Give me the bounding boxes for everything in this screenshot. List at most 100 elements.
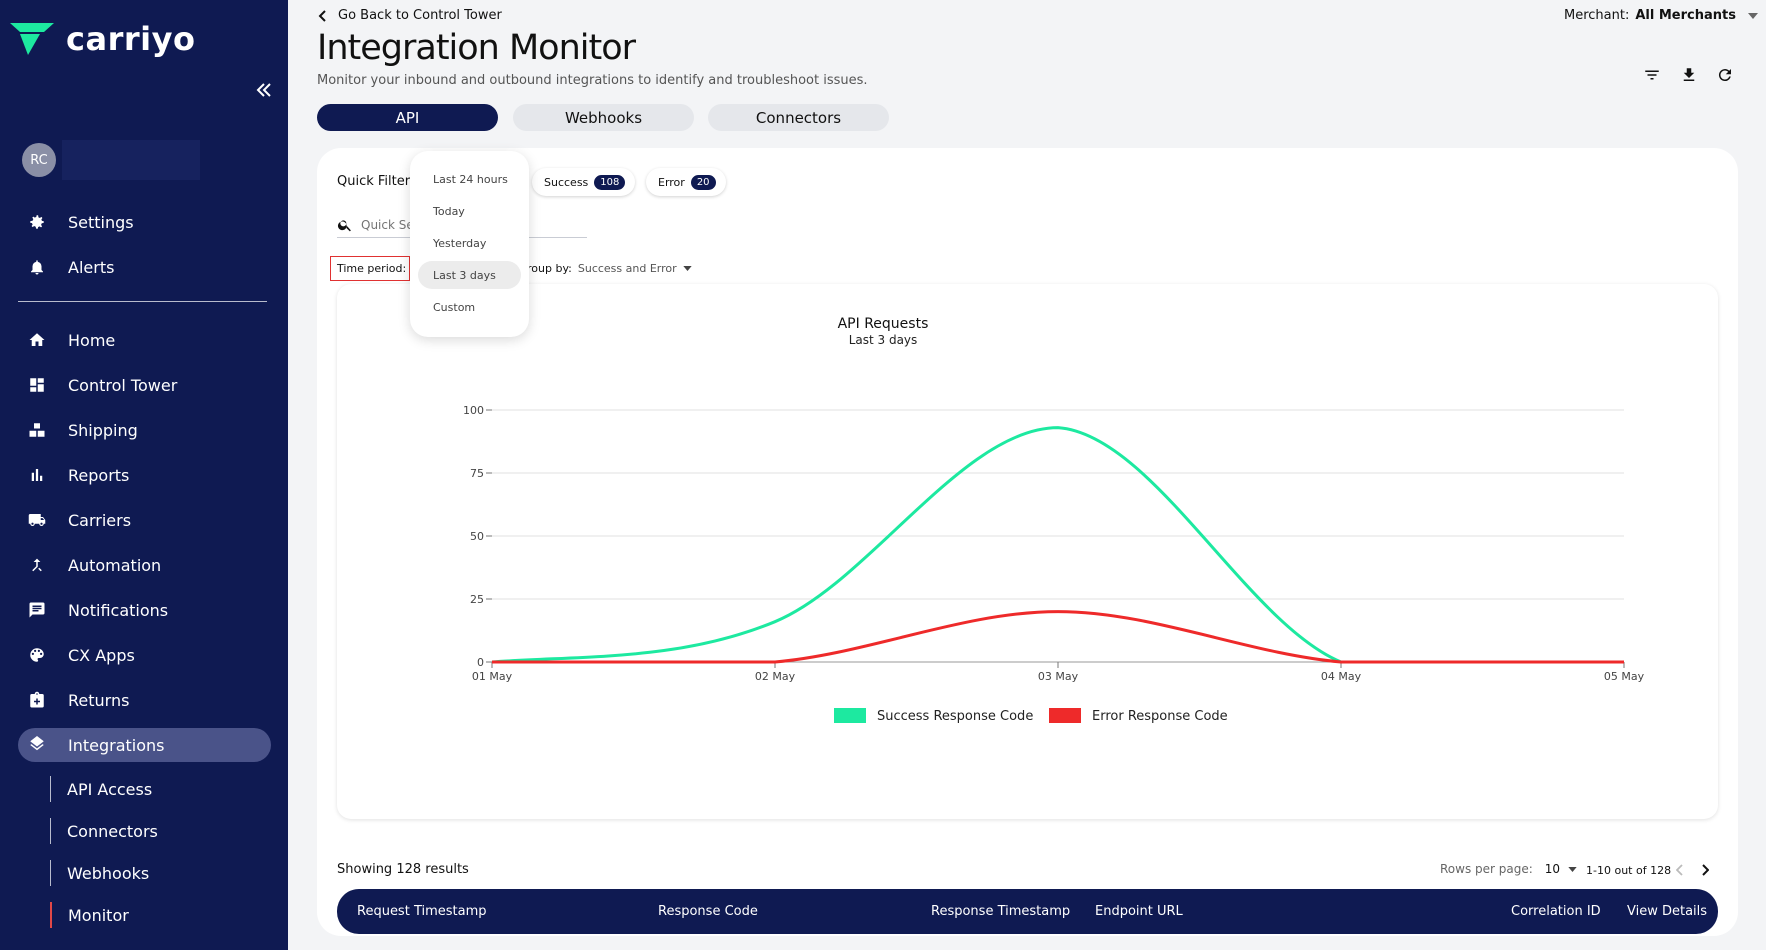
sidebar-subitem-label: Webhooks: [67, 863, 150, 883]
layers-icon: [26, 734, 48, 756]
sidebar-item-home[interactable]: Home: [18, 323, 271, 357]
chevron-left-icon: [1676, 864, 1683, 876]
dropdown-option-custom[interactable]: Custom: [418, 293, 521, 321]
user-name-redacted: [62, 140, 200, 180]
dropdown-option-yesterday[interactable]: Yesterday: [418, 229, 521, 257]
download-button[interactable]: [1678, 64, 1700, 86]
merchant-selector[interactable]: Merchant: All Merchants: [1564, 8, 1758, 23]
filter-button[interactable]: [1641, 64, 1663, 86]
brand-name: carriyo: [66, 20, 196, 58]
caret-down-icon: [1747, 12, 1758, 19]
error-count-badge: 20: [690, 174, 716, 190]
tab-api[interactable]: API: [317, 104, 498, 131]
sidebar-item-cx-apps[interactable]: CX Apps: [18, 638, 271, 672]
sidebar-item-reports[interactable]: Reports: [18, 458, 271, 492]
sidebar-subitem-label: API Access: [67, 779, 153, 799]
x-tick-label: 05 May: [1604, 670, 1645, 683]
y-tick-label: 25: [470, 593, 484, 606]
sidebar-item-label: Returns: [68, 690, 130, 710]
chart-container: [337, 284, 1718, 819]
time-period-label: Time period:: [337, 262, 407, 275]
gear-icon: [26, 211, 48, 233]
column-header-correlation-id[interactable]: Correlation ID: [1511, 904, 1601, 919]
sidebar-item-label: Automation: [68, 555, 162, 575]
dropdown-option-label: Custom: [433, 300, 476, 314]
series-line-error: [492, 610, 1624, 664]
sidebar-item-integrations[interactable]: Integrations: [18, 728, 271, 762]
rows-per-page-select[interactable]: 10: [1545, 862, 1577, 876]
success-filter-chip[interactable]: Success 108: [532, 168, 636, 196]
sidebar-item-automation[interactable]: Automation: [18, 548, 271, 582]
legend-label: Error Response Code: [1092, 709, 1228, 724]
y-tick-label: 100: [463, 404, 484, 417]
dropdown-option-last-3-days[interactable]: Last 3 days: [418, 261, 521, 289]
sidebar-item-label: Alerts: [68, 257, 115, 277]
search-icon: [337, 219, 351, 231]
avatar: RC: [22, 143, 56, 177]
sidebar-subitem-webhooks[interactable]: Webhooks: [50, 860, 149, 886]
caret-down-icon: [682, 266, 692, 271]
dropdown-option-last-24-hours[interactable]: Last 24 hours: [418, 165, 521, 193]
bell-icon: [26, 256, 48, 278]
brand-logo[interactable]: carriyo: [10, 20, 195, 58]
merchant-label: Merchant:: [1564, 8, 1630, 23]
sidebar-item-alerts[interactable]: Alerts: [18, 250, 271, 284]
column-header-endpoint-url[interactable]: Endpoint URL: [1095, 904, 1183, 919]
sidebar-subitem-api-access[interactable]: API Access: [50, 776, 152, 802]
sidebar-subitem-monitor[interactable]: Monitor: [50, 902, 129, 928]
sidebar-item-control-tower[interactable]: Control Tower: [18, 368, 271, 402]
truck-icon: [26, 509, 48, 531]
merchant-value: All Merchants: [1635, 8, 1736, 23]
dashboard-icon: [26, 374, 48, 396]
sidebar-subitem-label: Monitor: [68, 905, 129, 925]
sidebar-item-carriers[interactable]: Carriers: [18, 503, 271, 537]
chip-label: Error: [658, 175, 685, 189]
legend-swatch: [1049, 708, 1081, 723]
tab-label: API: [395, 108, 420, 127]
page-subtitle: Monitor your inbound and outbound integr…: [317, 73, 868, 88]
y-tick-label: 0: [477, 656, 484, 669]
sidebar-divider: [18, 301, 267, 302]
sidebar-item-settings[interactable]: Settings: [18, 205, 271, 239]
sidebar-subitem-label: Connectors: [67, 821, 158, 841]
sidebar-item-label: Settings: [68, 212, 134, 232]
x-tick-label: 01 May: [472, 670, 513, 683]
previous-page-button[interactable]: [1670, 860, 1690, 880]
y-tick-label: 75: [470, 467, 484, 480]
tab-connectors[interactable]: Connectors: [708, 104, 889, 131]
back-to-control-tower-link[interactable]: Go Back to Control Tower: [318, 8, 502, 23]
time-period-selector[interactable]: Time period:: [330, 256, 410, 281]
dropdown-option-label: Last 24 hours: [433, 172, 508, 186]
next-page-button[interactable]: [1695, 860, 1715, 880]
legend-swatch: [834, 708, 866, 723]
column-header-response-timestamp[interactable]: Response Timestamp: [931, 904, 1071, 919]
collapse-sidebar-button[interactable]: [252, 78, 276, 102]
results-count: Showing 128 results: [337, 862, 469, 877]
rows-per-page: Rows per page: 10: [1440, 862, 1577, 876]
group-by-selector[interactable]: roup by: Success and Error: [527, 262, 692, 275]
column-header-response-code[interactable]: Response Code: [658, 904, 758, 919]
table-header: Request Timestamp Response Code Response…: [337, 889, 1718, 934]
user-profile[interactable]: RC: [22, 140, 200, 180]
sidebar: carriyo RC Settings Alerts Home Control …: [0, 0, 288, 950]
quick-filter-label: Quick Filter: [337, 174, 411, 189]
dropdown-option-today[interactable]: Today: [418, 197, 521, 225]
error-filter-chip[interactable]: Error 20: [646, 168, 726, 196]
sidebar-subitem-connectors[interactable]: Connectors: [50, 818, 158, 844]
sidebar-item-notifications[interactable]: Notifications: [18, 593, 271, 627]
column-header-view-details[interactable]: View Details: [1627, 904, 1708, 919]
back-link-label: Go Back to Control Tower: [338, 8, 502, 23]
download-icon: [1683, 68, 1695, 81]
palette-icon: [26, 644, 48, 666]
column-header-request-timestamp[interactable]: Request Timestamp: [357, 904, 487, 919]
legend-label: Success Response Code: [877, 709, 1033, 724]
boxes-icon: [26, 419, 48, 441]
x-tick-label: 04 May: [1321, 670, 1362, 683]
sidebar-item-returns[interactable]: Returns: [18, 683, 271, 717]
merge-icon: [26, 554, 48, 576]
sidebar-item-shipping[interactable]: Shipping: [18, 413, 271, 447]
carriyo-logo-icon: [10, 23, 54, 55]
message-icon: [26, 599, 48, 621]
tab-webhooks[interactable]: Webhooks: [513, 104, 694, 131]
